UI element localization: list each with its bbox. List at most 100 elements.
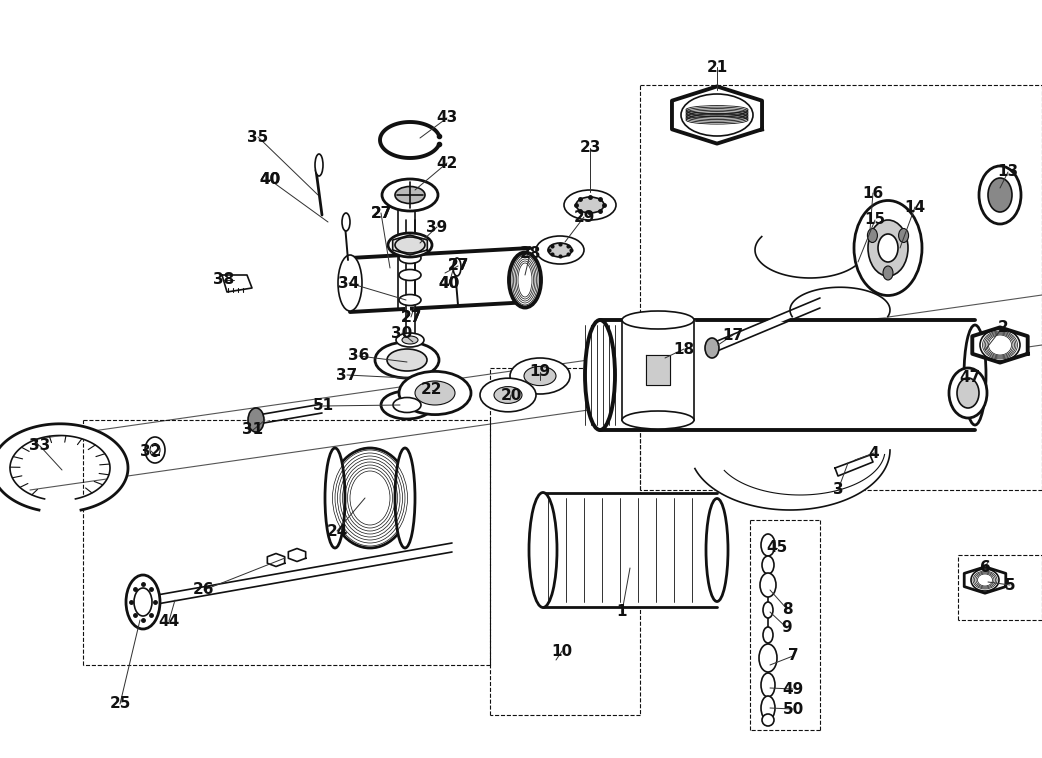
Ellipse shape [854, 201, 922, 296]
Text: 37: 37 [337, 368, 357, 383]
Ellipse shape [868, 220, 908, 276]
Text: 22: 22 [421, 383, 443, 397]
Text: 40: 40 [259, 173, 280, 187]
Ellipse shape [681, 94, 753, 136]
Polygon shape [972, 327, 1027, 362]
Ellipse shape [387, 349, 427, 371]
Ellipse shape [622, 411, 694, 429]
Ellipse shape [388, 233, 432, 257]
Ellipse shape [762, 714, 774, 726]
Polygon shape [222, 275, 252, 292]
Ellipse shape [878, 234, 898, 262]
Text: 8: 8 [782, 602, 792, 616]
Text: 16: 16 [863, 186, 884, 201]
Text: 40: 40 [259, 173, 280, 187]
Text: 42: 42 [437, 155, 457, 171]
Polygon shape [755, 236, 865, 278]
Ellipse shape [763, 602, 773, 618]
Polygon shape [600, 320, 975, 430]
Ellipse shape [402, 336, 418, 344]
Ellipse shape [396, 333, 424, 347]
Ellipse shape [761, 534, 775, 556]
Text: 23: 23 [579, 140, 600, 155]
Text: 10: 10 [551, 644, 572, 659]
Ellipse shape [248, 408, 264, 432]
Text: 15: 15 [865, 212, 886, 227]
Ellipse shape [150, 443, 160, 456]
Text: 49: 49 [783, 681, 803, 697]
Text: 27: 27 [370, 205, 392, 221]
Ellipse shape [763, 627, 773, 643]
Ellipse shape [988, 178, 1012, 212]
Ellipse shape [883, 266, 893, 280]
Text: 45: 45 [766, 540, 788, 556]
Text: 35: 35 [247, 130, 269, 145]
Polygon shape [695, 450, 890, 510]
Ellipse shape [529, 493, 557, 607]
Text: 24: 24 [326, 524, 348, 538]
Text: 44: 44 [158, 613, 179, 628]
Polygon shape [622, 320, 694, 420]
Ellipse shape [338, 255, 362, 311]
Ellipse shape [145, 437, 165, 463]
Ellipse shape [342, 213, 350, 231]
Ellipse shape [622, 311, 694, 329]
Polygon shape [646, 355, 670, 385]
Ellipse shape [760, 573, 776, 597]
Ellipse shape [395, 237, 425, 253]
Text: 28: 28 [519, 246, 541, 262]
Text: 50: 50 [783, 701, 803, 716]
Text: 14: 14 [904, 199, 925, 215]
Text: 2: 2 [997, 320, 1009, 334]
Text: 31: 31 [243, 422, 264, 437]
Ellipse shape [453, 258, 461, 276]
Ellipse shape [399, 371, 471, 415]
Ellipse shape [395, 186, 425, 203]
Ellipse shape [867, 228, 877, 243]
Ellipse shape [548, 243, 572, 257]
Ellipse shape [706, 499, 728, 602]
Ellipse shape [480, 378, 536, 412]
Ellipse shape [761, 696, 775, 720]
Polygon shape [350, 248, 530, 312]
Ellipse shape [415, 381, 455, 405]
Ellipse shape [761, 673, 775, 697]
Polygon shape [289, 549, 305, 562]
Ellipse shape [576, 197, 604, 213]
Polygon shape [393, 235, 427, 255]
Text: 27: 27 [447, 258, 469, 274]
Text: 25: 25 [109, 697, 130, 712]
Text: 1: 1 [617, 604, 627, 619]
Text: 19: 19 [529, 365, 550, 380]
Text: 39: 39 [426, 220, 448, 234]
Polygon shape [835, 455, 873, 476]
Ellipse shape [524, 366, 556, 386]
Text: 34: 34 [339, 275, 359, 290]
Ellipse shape [395, 448, 415, 548]
Ellipse shape [381, 391, 433, 419]
Polygon shape [672, 86, 762, 143]
Ellipse shape [964, 325, 986, 425]
Text: 43: 43 [437, 111, 457, 126]
Ellipse shape [536, 236, 584, 264]
Ellipse shape [510, 358, 570, 394]
Text: 27: 27 [447, 258, 469, 274]
Ellipse shape [330, 448, 410, 548]
Ellipse shape [762, 556, 774, 574]
Ellipse shape [898, 228, 909, 243]
Ellipse shape [705, 338, 719, 358]
Text: 4: 4 [869, 446, 879, 461]
Ellipse shape [585, 320, 615, 430]
Ellipse shape [399, 295, 421, 305]
Polygon shape [0, 424, 128, 510]
Ellipse shape [134, 588, 152, 616]
Ellipse shape [949, 368, 987, 418]
Text: 32: 32 [141, 443, 162, 459]
Text: 36: 36 [348, 349, 370, 364]
Polygon shape [964, 567, 1006, 594]
Text: 30: 30 [392, 325, 413, 340]
Text: 27: 27 [400, 309, 422, 324]
Text: 21: 21 [706, 59, 727, 74]
Ellipse shape [126, 575, 160, 629]
Text: 38: 38 [214, 272, 234, 287]
